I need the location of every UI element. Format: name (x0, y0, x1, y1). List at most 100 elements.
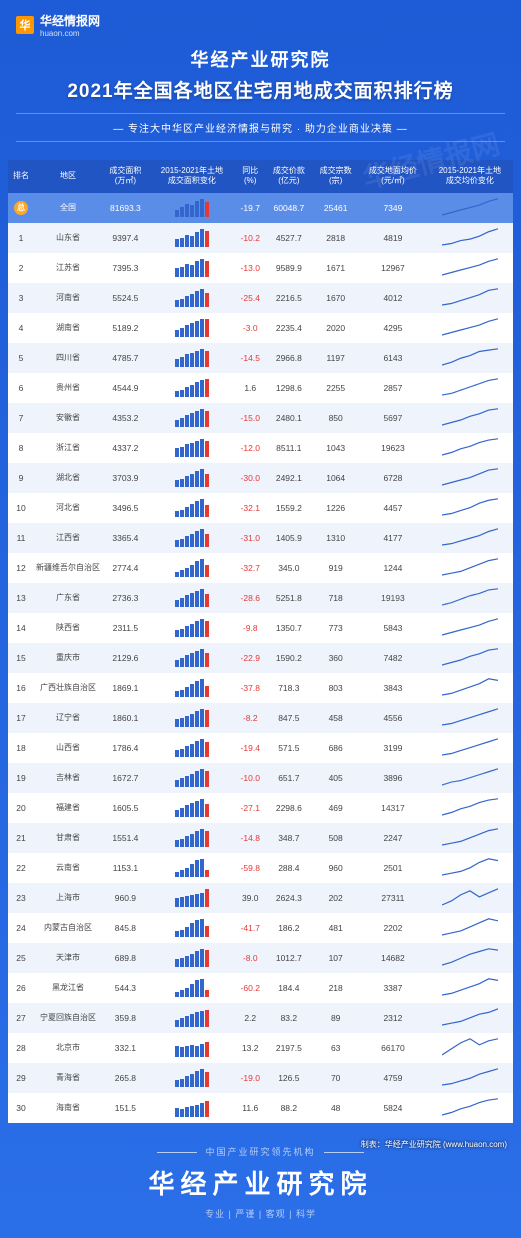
bar (205, 870, 209, 877)
bar (190, 744, 194, 757)
bar (200, 649, 204, 667)
sparkline (442, 588, 498, 606)
table-row: 16 广西壮族自治区 1869.1 -37.8 718.3 803 3843 (8, 673, 513, 703)
bars-cell (149, 193, 235, 223)
price-cell: 2216.5 (265, 283, 312, 313)
bar (190, 593, 194, 607)
rank-cell: 18 (8, 733, 34, 763)
region-cell: 湖北省 (34, 463, 102, 493)
area-cell: 689.8 (102, 943, 149, 973)
spark-cell (427, 493, 513, 523)
sparkline (442, 348, 498, 366)
bar (195, 741, 199, 756)
logo-icon: 华 (16, 16, 34, 34)
spark-cell (427, 253, 513, 283)
rank-cell: 16 (8, 673, 34, 703)
sparkline (442, 828, 498, 846)
price-cell: 2197.5 (265, 1033, 312, 1063)
spark-cell (427, 733, 513, 763)
sparkline (442, 918, 498, 936)
rank-cell: 5 (8, 343, 34, 373)
bar (195, 561, 199, 576)
avg-cell: 2857 (359, 373, 427, 403)
rank-cell: 2 (8, 253, 34, 283)
bar (205, 231, 209, 247)
bar (185, 415, 189, 427)
bar (180, 267, 184, 277)
spark-cell (427, 883, 513, 913)
region-cell: 广东省 (34, 583, 102, 613)
bar (195, 321, 199, 336)
region-cell: 安徽省 (34, 403, 102, 433)
avg-cell: 14317 (359, 793, 427, 823)
table-row: 18 山西省 1786.4 -19.4 571.5 686 3199 (8, 733, 513, 763)
bar-chart (151, 349, 233, 367)
rank-cell: 10 (8, 493, 34, 523)
bars-cell (149, 853, 235, 883)
region-cell: 重庆市 (34, 643, 102, 673)
bar (200, 229, 204, 247)
area-cell: 359.8 (102, 1003, 149, 1033)
bar (205, 261, 209, 277)
bar (185, 956, 189, 967)
region-cell: 甘肃省 (34, 823, 102, 853)
bar (205, 594, 209, 607)
count-cell: 718 (312, 583, 359, 613)
spark-cell (427, 403, 513, 433)
bar (185, 325, 189, 337)
bar (175, 330, 179, 337)
bar (190, 1045, 194, 1057)
spark-cell (427, 853, 513, 883)
bar (180, 690, 184, 697)
bar (180, 299, 184, 307)
bar-chart (151, 199, 233, 217)
area-cell: 9397.4 (102, 223, 149, 253)
table-row: 19 吉林省 1672.7 -10.0 651.7 405 3896 (8, 763, 513, 793)
rank-cell: 21 (8, 823, 34, 853)
bar-chart (151, 589, 233, 607)
bar (175, 959, 179, 967)
table-row: 10 河北省 3496.5 -32.1 1559.2 1226 4457 (8, 493, 513, 523)
logo-main-text: 华经情报网 (40, 12, 100, 29)
bar (175, 1020, 179, 1027)
bar-chart (151, 229, 233, 247)
bar-chart (151, 889, 233, 907)
bar (200, 289, 204, 307)
bar (195, 771, 199, 786)
bar (205, 411, 209, 426)
bar (195, 411, 199, 427)
count-cell: 2020 (312, 313, 359, 343)
yoy-cell: -14.5 (235, 343, 265, 373)
bar (190, 653, 194, 667)
sparkline (442, 618, 498, 636)
bar (180, 539, 184, 547)
sparkline (442, 288, 498, 306)
bar (205, 889, 209, 907)
area-cell: 960.9 (102, 883, 149, 913)
area-cell: 332.1 (102, 1033, 149, 1063)
spark-cell (427, 973, 513, 1003)
table-header-row: 排名地区成交面积(万㎡)2015-2021年土地成交面积变化同比(%)成交价款(… (8, 160, 513, 193)
bar (195, 980, 199, 997)
bar (200, 380, 204, 397)
spark-cell (427, 523, 513, 553)
bar (200, 559, 204, 577)
spark-cell (427, 763, 513, 793)
spark-cell (427, 613, 513, 643)
bar (190, 774, 194, 787)
spark-cell (427, 1063, 513, 1093)
bar (185, 1046, 189, 1057)
rank-cell: 30 (8, 1093, 34, 1123)
rank-cell: 6 (8, 373, 34, 403)
region-cell: 山东省 (34, 223, 102, 253)
bar (185, 595, 189, 607)
spark-cell (427, 673, 513, 703)
bar-chart (151, 1069, 233, 1087)
bar (175, 1046, 179, 1057)
col-header: 地区 (34, 160, 102, 193)
bar (205, 653, 209, 667)
region-cell: 湖南省 (34, 313, 102, 343)
spark-cell (427, 373, 513, 403)
col-header: 排名 (8, 160, 34, 193)
bar (175, 268, 179, 277)
